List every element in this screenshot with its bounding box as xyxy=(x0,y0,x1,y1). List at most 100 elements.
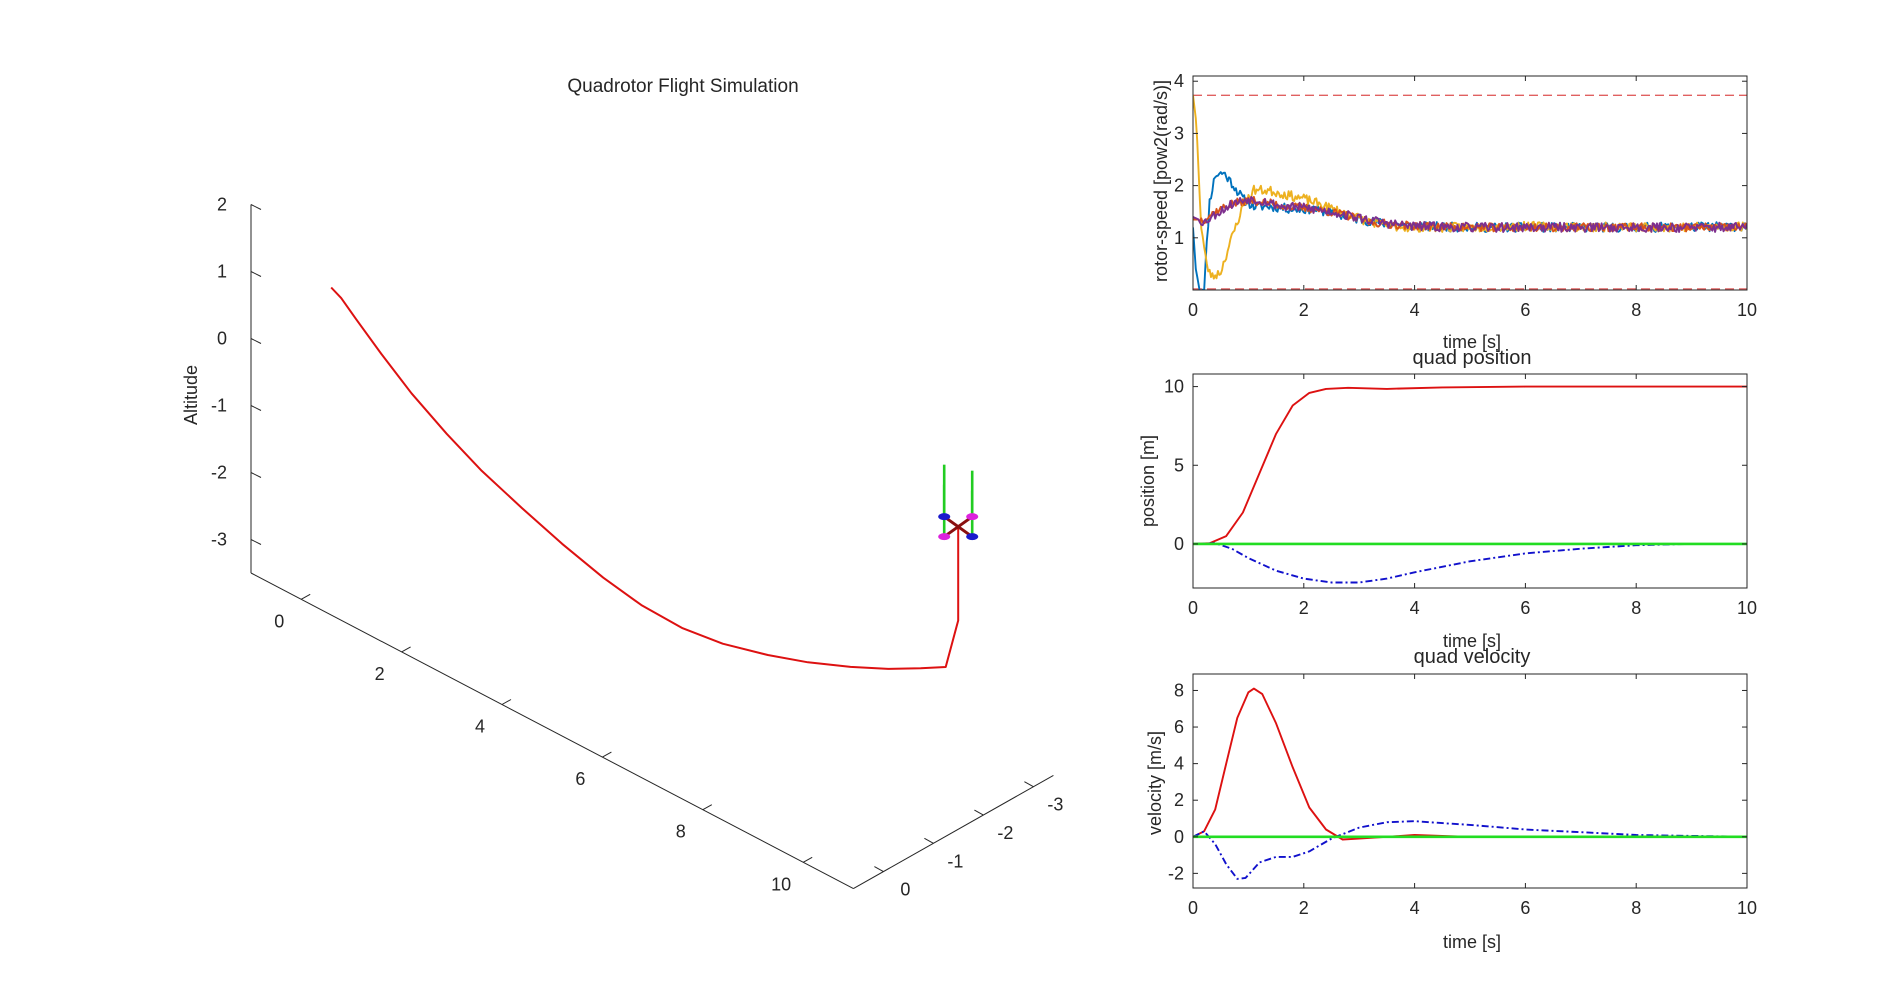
rotor-plot-area xyxy=(1192,75,1748,291)
y-tick-label: 5 xyxy=(1174,455,1184,475)
x-tick-label: 0 xyxy=(1188,598,1198,618)
z-tick-label: 0 xyxy=(217,329,227,349)
x-tick-label: 8 xyxy=(1631,898,1641,918)
series-vx xyxy=(1193,687,1747,841)
axes-box xyxy=(1192,75,1748,291)
y-tick-mark xyxy=(1024,781,1034,788)
y-tick-label: 0 xyxy=(1174,534,1184,554)
altitude-label: Altitude xyxy=(181,365,201,425)
x-tick-mark xyxy=(300,593,311,600)
y-tick-mark xyxy=(874,866,884,873)
x-tick-label: 2 xyxy=(1299,598,1309,618)
series-x xyxy=(1193,385,1747,545)
x-tick-label: 10 xyxy=(1737,598,1757,618)
x-tick-mark xyxy=(802,856,813,863)
z-tick-mark xyxy=(250,204,262,210)
z-tick-mark xyxy=(250,271,262,277)
rotor-disc xyxy=(966,533,979,541)
z-tick-mark xyxy=(250,539,262,545)
x-tick-label: 6 xyxy=(1520,300,1530,320)
x-tick-mark xyxy=(501,699,512,705)
x-axis-line xyxy=(250,572,854,890)
z-tick-label: 1 xyxy=(217,262,227,282)
x-tick-label: 10 xyxy=(1737,300,1757,320)
position-plot-area xyxy=(1192,373,1748,589)
x-tick-label: 6 xyxy=(1520,898,1530,918)
x-tick-label: 8 xyxy=(676,822,686,842)
z-tick-label: -3 xyxy=(211,530,227,550)
z-tick-label: -1 xyxy=(211,396,227,416)
y-axis-line xyxy=(853,774,1054,890)
series-vy xyxy=(1193,820,1747,880)
flight-title: Quadrotor Flight Simulation xyxy=(567,76,798,97)
position-title: quad position xyxy=(1413,347,1532,369)
y-tick-label: 2 xyxy=(1174,176,1184,196)
velocity-xlabel: time [s] xyxy=(1443,932,1501,952)
x-tick-label: 0 xyxy=(274,611,284,631)
rotor-xlabel: time [s] xyxy=(1443,332,1501,352)
rotor-disc xyxy=(938,533,951,541)
y-tick-label: 4 xyxy=(1174,71,1184,91)
flight-trajectory xyxy=(330,286,960,670)
axes-box xyxy=(1192,373,1748,589)
flight-axis-lines xyxy=(250,204,1054,890)
x-tick-label: 10 xyxy=(1737,898,1757,918)
rotor-ylabel: rotor-speed [pow2(rad/s)] xyxy=(1151,80,1171,282)
x-tick-mark xyxy=(702,804,713,811)
y-tick-label: -3 xyxy=(1047,795,1063,815)
x-tick-label: 6 xyxy=(575,769,585,789)
y-tick-label: 8 xyxy=(1174,680,1184,700)
z-tick-mark xyxy=(250,338,262,344)
axes-box xyxy=(1192,673,1748,889)
x-tick-label: 2 xyxy=(1299,898,1309,918)
x-tick-label: 4 xyxy=(475,717,485,737)
y-tick-mark xyxy=(924,837,934,844)
series-group xyxy=(1193,94,1747,290)
y-tick-mark xyxy=(974,809,984,816)
x-tick-label: 0 xyxy=(1188,300,1198,320)
y-tick-label: 6 xyxy=(1174,717,1184,737)
x-tick-label: 4 xyxy=(1410,898,1420,918)
y-tick-label: 4 xyxy=(1174,754,1184,774)
z-tick-label: -2 xyxy=(211,463,227,483)
x-tick-label: 8 xyxy=(1631,598,1641,618)
x-tick-label: 4 xyxy=(1410,598,1420,618)
z-tick-label: 2 xyxy=(217,195,227,215)
position-xlabel: time [s] xyxy=(1443,631,1501,651)
y-tick-label: 0 xyxy=(900,880,910,900)
rotor-disc xyxy=(966,513,979,521)
y-tick-label: -1 xyxy=(947,851,963,871)
y-tick-label: 2 xyxy=(1174,790,1184,810)
x-tick-label: 6 xyxy=(1520,598,1530,618)
x-tick-label: 2 xyxy=(1299,300,1309,320)
x-tick-mark xyxy=(401,646,411,653)
z-tick-mark xyxy=(250,405,262,411)
velocity-plot-area xyxy=(1192,673,1748,889)
position-subplot: quad position 0 2 4 6 8 10 0 5 10 time [s] posit… xyxy=(1138,347,1757,651)
flight-data xyxy=(330,286,979,670)
position-ticks: 0 2 4 6 8 10 0 5 10 xyxy=(1164,374,1757,618)
x-tick-mark xyxy=(602,751,612,758)
x-tick-label: 2 xyxy=(375,664,385,684)
y-tick-label: 0 xyxy=(1174,827,1184,847)
y-tick-label: 1 xyxy=(1174,228,1184,248)
x-tick-label: 8 xyxy=(1631,300,1641,320)
y-tick-label: 10 xyxy=(1164,377,1184,397)
series-y xyxy=(1193,542,1747,584)
x-tick-label: 0 xyxy=(1188,898,1198,918)
position-ylabel: position [m] xyxy=(1138,435,1158,527)
y-tick-label: -2 xyxy=(1168,863,1184,883)
series-group xyxy=(1193,687,1747,880)
quadrotor-marker xyxy=(938,464,979,541)
velocity-title: quad velocity xyxy=(1414,646,1531,668)
y-tick-label: 3 xyxy=(1174,123,1184,143)
velocity-ylabel: velocity [m/s] xyxy=(1145,731,1165,835)
rotor-disc xyxy=(938,513,951,521)
z-tick-mark xyxy=(250,472,262,478)
